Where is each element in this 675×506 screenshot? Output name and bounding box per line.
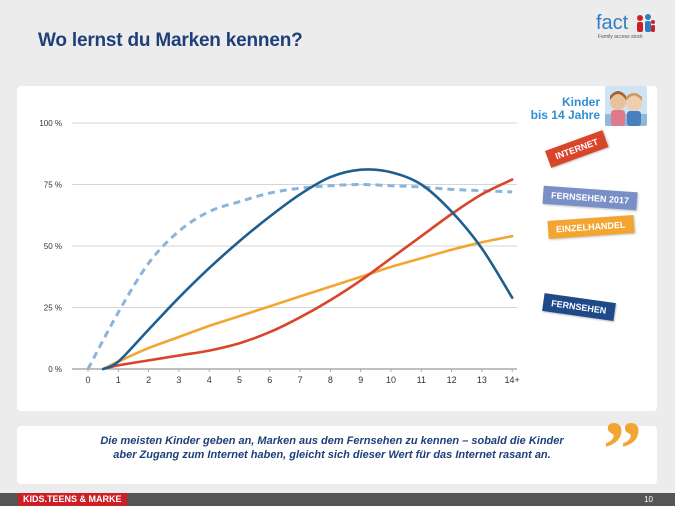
y-tick-label: 50 % — [44, 242, 62, 251]
line-chart: 0 %25 %50 %75 %100 %0 1 2 3 4 5 6 7 8 9 10 11 12 13 14… — [39, 119, 520, 385]
x-tick-label: 10 — [386, 375, 396, 385]
x-tick-label: 0 — [85, 375, 90, 385]
chart-panel: 0 % 25 % 50 % 75 % 100 % 0 1 2 3 4 5 6 7 8 9 10 11 12 13 14… — [17, 86, 657, 411]
logo-text: fact — [596, 12, 629, 34]
y-tick-label: 0 % — [48, 365, 62, 374]
x-tick-label: 6 — [267, 375, 272, 385]
audience-label-line1: Kinder — [561, 95, 600, 109]
series-line-einzelhandel — [101, 234, 514, 371]
footer-bar: KIDS.TEENS & MARKE 10 — [0, 493, 675, 506]
x-tick-label: 11 — [417, 375, 426, 385]
x-tick-label: 9 — [358, 375, 363, 385]
footer-brand: KIDS.TEENS & MARKE — [18, 493, 127, 506]
fact-logo: fact Family access stock — [596, 12, 660, 44]
quote-text: Die meisten Kinder geben an, Marken aus … — [100, 435, 564, 461]
series-line-fernsehen — [101, 168, 514, 371]
y-tick-label: 75 % — [44, 181, 62, 190]
y-tick-label: 25 % — [44, 304, 62, 313]
x-tick-label: 8 — [328, 375, 333, 385]
audience-label: Kinder bis 14 Jahre — [531, 96, 600, 122]
quote-panel: Die meisten Kinder geben an, Marken aus … — [17, 410, 657, 488]
audience-label-line2: bis 14 Jahre — [530, 108, 600, 122]
x-tick-label: 2 — [146, 375, 151, 385]
page-number: 10 — [644, 495, 653, 504]
x-tick-label: 7 — [298, 375, 303, 385]
series-line-internet — [101, 178, 514, 371]
x-tick-label: 14+ — [505, 375, 520, 385]
quote-mark-icon: ” — [603, 405, 642, 492]
x-tick-label: 13 — [477, 375, 487, 385]
y-tick-label: 100 % — [39, 119, 62, 128]
x-tick-label: 5 — [237, 375, 242, 385]
x-tick-label: 12 — [447, 375, 457, 385]
x-tick-label: 3 — [176, 375, 181, 385]
x-tick-label: 1 — [116, 375, 121, 385]
logo-subtitle: Family access stock — [598, 34, 643, 40]
slide-title: Wo lernst du Marken kennen? — [38, 30, 303, 51]
family-icon — [637, 14, 655, 32]
series-line-fernsehen-2017 — [86, 182, 513, 370]
children-photo — [605, 86, 647, 126]
x-tick-label: 4 — [207, 375, 212, 385]
